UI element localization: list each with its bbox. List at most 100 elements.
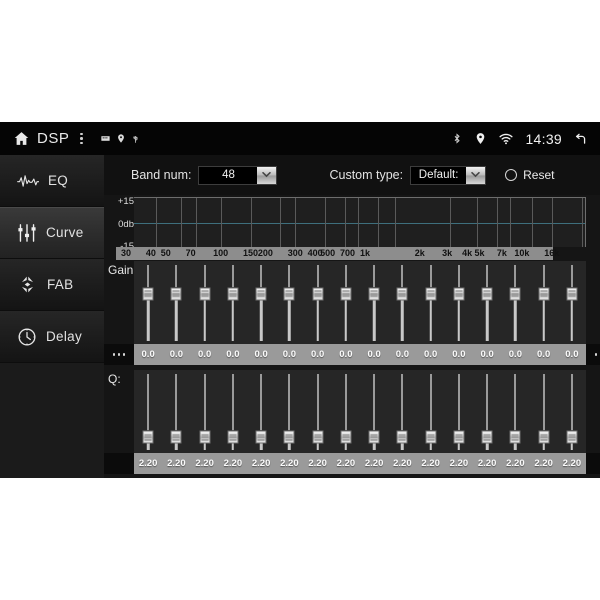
- gain-slider[interactable]: [480, 265, 494, 341]
- q-slider[interactable]: [537, 374, 551, 450]
- chart-gridline: [325, 198, 327, 247]
- gain-value: 0.0: [452, 349, 466, 360]
- more-dots-icon[interactable]: [104, 344, 134, 365]
- q-slider-handle[interactable]: [481, 430, 493, 444]
- q-slider[interactable]: [339, 374, 353, 450]
- gain-slider[interactable]: [395, 265, 409, 341]
- sidebar-item-delay[interactable]: Delay: [0, 311, 104, 363]
- chevron-down-icon[interactable]: [257, 166, 277, 184]
- gain-slider-handle[interactable]: [142, 287, 154, 301]
- gain-slider[interactable]: [424, 265, 438, 341]
- q-slider-handle[interactable]: [453, 430, 465, 444]
- sidebar-item-eq[interactable]: EQ: [0, 155, 104, 207]
- gain-slider[interactable]: [311, 265, 325, 341]
- gain-slider-handle[interactable]: [283, 287, 295, 301]
- gain-slider[interactable]: [367, 265, 381, 341]
- q-slider[interactable]: [198, 374, 212, 450]
- gain-slider-handle[interactable]: [312, 287, 324, 301]
- gain-slider[interactable]: [508, 265, 522, 341]
- q-slider-fill: [570, 443, 574, 450]
- q-slider[interactable]: [565, 374, 579, 450]
- sidebar-item-fab[interactable]: FAB: [0, 259, 104, 311]
- gain-slider[interactable]: [141, 265, 155, 341]
- gain-slider-handle[interactable]: [340, 287, 352, 301]
- chevron-down-icon[interactable]: [466, 166, 486, 184]
- q-slider-group[interactable]: [134, 370, 586, 453]
- chart-gridline: [295, 198, 297, 247]
- gain-slider[interactable]: [254, 265, 268, 341]
- reset-button[interactable]: Reset: [505, 168, 554, 182]
- gain-slider-handle[interactable]: [566, 287, 578, 301]
- chart-gridline: [345, 198, 347, 247]
- q-slider-stem: [486, 374, 489, 431]
- gain-slider-handle[interactable]: [509, 287, 521, 301]
- gain-slider[interactable]: [339, 265, 353, 341]
- gain-slider-handle[interactable]: [170, 287, 182, 301]
- gain-slider[interactable]: [282, 265, 296, 341]
- q-slider[interactable]: [508, 374, 522, 450]
- q-slider[interactable]: [395, 374, 409, 450]
- gain-slider-handle[interactable]: [255, 287, 267, 301]
- back-arrow-icon[interactable]: [573, 132, 588, 146]
- q-slider[interactable]: [480, 374, 494, 450]
- q-slider-handle[interactable]: [142, 430, 154, 444]
- gain-value: 0.0: [311, 349, 325, 360]
- q-slider-handle[interactable]: [283, 430, 295, 444]
- q-slider[interactable]: [141, 374, 155, 450]
- q-slider[interactable]: [452, 374, 466, 450]
- q-slider[interactable]: [226, 374, 240, 450]
- q-slider-handle[interactable]: [368, 430, 380, 444]
- q-slider-handle[interactable]: [509, 430, 521, 444]
- gain-value: 0.0: [565, 349, 579, 360]
- custom-type-dropdown[interactable]: Default:: [410, 165, 487, 185]
- chart-gridline: [477, 198, 479, 247]
- kebab-menu-icon[interactable]: [76, 132, 87, 145]
- gain-slider-handle[interactable]: [538, 287, 550, 301]
- q-slider-handle[interactable]: [199, 430, 211, 444]
- q-slider[interactable]: [169, 374, 183, 450]
- q-slider-handle[interactable]: [538, 430, 550, 444]
- more-dots-icon[interactable]: [586, 344, 600, 365]
- gain-slider-fill: [203, 299, 206, 341]
- q-slider[interactable]: [254, 374, 268, 450]
- home-icon[interactable]: [13, 130, 30, 147]
- q-slider[interactable]: [311, 374, 325, 450]
- gain-slider-handle[interactable]: [425, 287, 437, 301]
- chart-plot-area[interactable]: [134, 197, 586, 247]
- gain-slider[interactable]: [198, 265, 212, 341]
- band-num-group: Band num: 48: [131, 165, 278, 185]
- q-slider-handle[interactable]: [170, 430, 182, 444]
- q-slider-handle[interactable]: [425, 430, 437, 444]
- band-num-dropdown[interactable]: 48: [198, 165, 278, 185]
- gain-slider[interactable]: [565, 265, 579, 341]
- gain-slider-group[interactable]: [134, 261, 586, 344]
- q-slider-fill: [344, 443, 348, 450]
- q-slider[interactable]: [367, 374, 381, 450]
- q-value: 2.20: [393, 458, 412, 469]
- x-tick-label: 5k: [474, 248, 485, 258]
- gain-slider-handle[interactable]: [396, 287, 408, 301]
- gain-slider-handle[interactable]: [481, 287, 493, 301]
- q-slider-handle[interactable]: [227, 430, 239, 444]
- q-slider-handle[interactable]: [255, 430, 267, 444]
- gain-slider[interactable]: [452, 265, 466, 341]
- q-slider[interactable]: [424, 374, 438, 450]
- gain-slider-handle[interactable]: [368, 287, 380, 301]
- gain-slider-handle[interactable]: [453, 287, 465, 301]
- q-slider-handle[interactable]: [312, 430, 324, 444]
- gain-slider[interactable]: [169, 265, 183, 341]
- x-tick-label: 500: [320, 248, 336, 258]
- sidebar-item-curve[interactable]: Curve: [0, 207, 104, 259]
- q-slider-handle[interactable]: [396, 430, 408, 444]
- radio-circle-icon[interactable]: [505, 169, 518, 181]
- gain-value: 0.0: [367, 349, 381, 360]
- gain-slider[interactable]: [226, 265, 240, 341]
- q-slider-handle[interactable]: [566, 430, 578, 444]
- q-value: 2.20: [223, 458, 243, 469]
- gain-slider-handle[interactable]: [199, 287, 211, 301]
- gain-slider[interactable]: [537, 265, 551, 341]
- q-slider[interactable]: [282, 374, 296, 450]
- gain-slider-handle[interactable]: [227, 287, 239, 301]
- q-slider-handle[interactable]: [340, 430, 352, 444]
